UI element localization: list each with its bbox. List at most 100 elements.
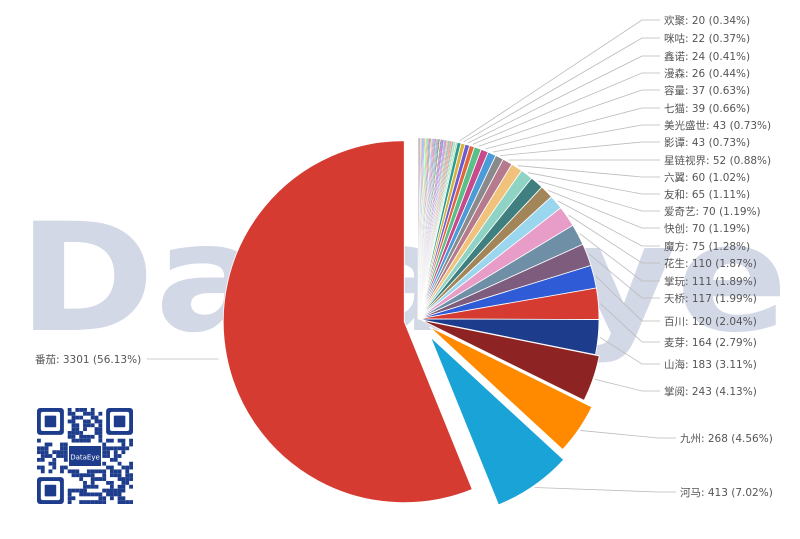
qr-module: [86, 473, 91, 478]
qr-module: [109, 488, 114, 493]
qr-module: [102, 488, 107, 493]
qr-module: [117, 488, 122, 493]
qr-module: [86, 492, 91, 497]
slice-label-魔方: 魔方: 75 (1.28%): [664, 240, 750, 253]
qr-module: [121, 438, 126, 443]
qr-code: DataEye: [37, 408, 133, 504]
qr-module: [71, 473, 76, 478]
qr-module: [79, 488, 84, 493]
qr-module: [60, 446, 64, 451]
qr-module: [40, 454, 45, 458]
leader-line-天桥: [588, 253, 660, 299]
qr-module: [63, 442, 68, 447]
qr-module: [71, 434, 76, 439]
qr-module: [117, 461, 122, 466]
qr-module: [109, 465, 114, 470]
qr-module: [40, 457, 45, 462]
qr-module: [83, 473, 87, 478]
qr-module: [106, 492, 110, 497]
qr-module: [75, 473, 80, 478]
qr-module: [98, 492, 103, 497]
qr-module: [75, 415, 80, 420]
qr-module: [125, 465, 130, 470]
leader-line-掌玩: [579, 233, 660, 282]
qr-module: [79, 431, 84, 435]
qr-module: [75, 469, 80, 474]
qr-module: [60, 469, 64, 474]
qr-module: [60, 465, 64, 470]
qr-module: [83, 484, 87, 489]
qr-module: [63, 454, 68, 458]
qr-module: [106, 438, 110, 443]
qr-module: [121, 496, 126, 501]
qr-module: [86, 411, 91, 416]
qr-module: [75, 423, 80, 428]
qr-module: [109, 492, 114, 497]
leader-line-爱奇艺: [538, 180, 660, 212]
qr-module: [90, 408, 95, 412]
qr-module: [83, 488, 87, 493]
qr-module: [67, 419, 72, 424]
qr-module: [90, 492, 95, 497]
qr-module: [129, 442, 133, 447]
qr-module: [60, 442, 64, 447]
qr-module: [83, 427, 87, 432]
qr-module: [83, 438, 87, 443]
qr-module: [83, 423, 87, 428]
qr-module: [121, 465, 126, 470]
qr-module: [106, 454, 110, 458]
leader-line-影谭: [500, 141, 660, 157]
qr-module: [121, 484, 126, 489]
qr-module: [117, 500, 122, 504]
slice-label-山海: 山海: 183 (3.11%): [664, 358, 757, 371]
qr-module: [125, 500, 130, 504]
qr-module: [102, 500, 107, 504]
qr-module: [94, 492, 99, 497]
leader-line-鑫诺: [467, 55, 660, 144]
qr-module: [125, 446, 130, 451]
qr-module: [67, 411, 72, 416]
qr-module: [129, 461, 133, 466]
qr-module: [98, 419, 103, 424]
qr-module: [63, 446, 68, 451]
qr-module: [98, 423, 103, 428]
qr-module: [86, 500, 91, 504]
qr-module: [90, 423, 95, 428]
qr-module: [98, 434, 103, 439]
qr-module: [52, 450, 57, 455]
leader-line-美光盛世: [492, 124, 660, 153]
qr-module: [79, 415, 84, 420]
qr-module: [121, 450, 126, 455]
qr-module: [86, 434, 91, 439]
qr-module: [40, 469, 45, 474]
qr-module: [125, 477, 130, 481]
slice-label-河马: 河马: 413 (7.02%): [680, 487, 773, 499]
slice-label-百川: 百川: 120 (2.04%): [664, 316, 757, 328]
qr-module: [67, 408, 72, 412]
qr-module: [86, 419, 91, 424]
qr-module: [44, 442, 49, 447]
qr-module: [106, 446, 110, 451]
qr-module: [113, 488, 118, 493]
qr-module: [79, 492, 84, 497]
qr-module: [83, 492, 87, 497]
slice-label-天桥: 天桥: 117 (1.99%): [664, 293, 757, 305]
qr-module: [56, 450, 61, 455]
qr-module: [86, 423, 91, 428]
qr-module: [48, 454, 53, 458]
slice-label-影谭: 影谭: 43 (0.73%): [664, 136, 750, 149]
qr-module: [98, 496, 103, 501]
leader-line-九州: [580, 430, 676, 439]
qr-module: [79, 408, 84, 412]
qr-module: [60, 450, 64, 455]
qr-module: [52, 457, 57, 462]
qr-module: [98, 411, 103, 416]
slice-label-星链视界: 星链视界: 52 (0.88%): [664, 154, 771, 167]
qr-module: [109, 457, 114, 462]
qr-module: [129, 484, 133, 489]
qr-module: [48, 442, 53, 447]
qr-module: [67, 434, 72, 439]
qr-module: [117, 469, 122, 474]
qr-finder: [44, 415, 57, 428]
